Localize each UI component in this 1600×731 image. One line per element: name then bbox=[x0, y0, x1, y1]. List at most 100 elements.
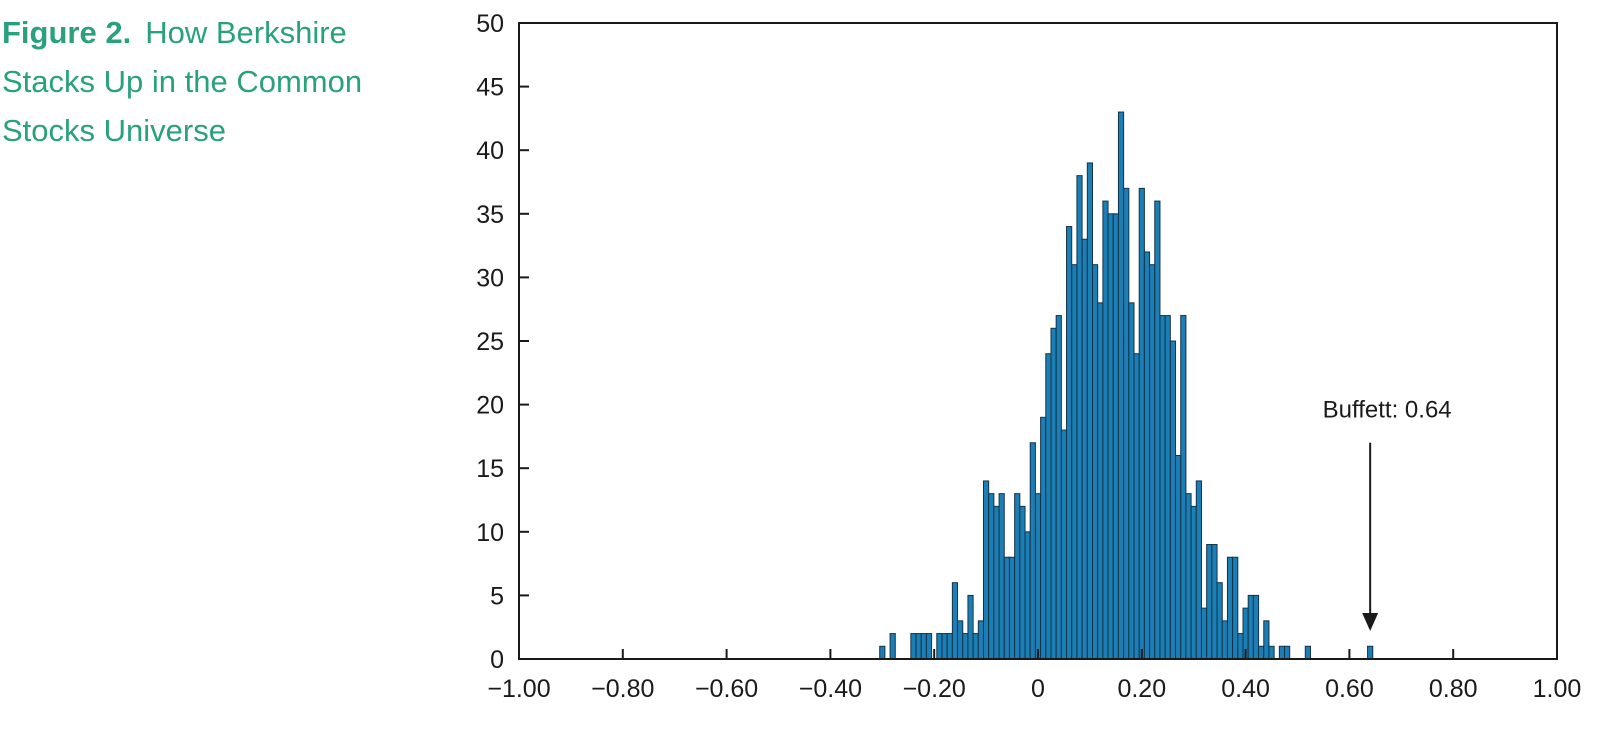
figure-title: Figure 2. How Berkshire Stacks Up in the … bbox=[2, 8, 442, 155]
histogram-bar bbox=[1003, 556, 1010, 660]
histogram-bar bbox=[1154, 200, 1161, 660]
histogram-bar bbox=[1211, 544, 1218, 660]
histogram-bar bbox=[1060, 429, 1068, 660]
histogram-bar bbox=[946, 633, 953, 660]
y-axis-tick-label: 50 bbox=[476, 10, 504, 38]
x-axis-tick-label: 0.40 bbox=[1221, 675, 1270, 703]
figure-title-line2: Stacks Up in the Common bbox=[2, 64, 363, 99]
histogram-bar bbox=[1232, 556, 1239, 660]
histogram-bar bbox=[1081, 238, 1088, 660]
histogram-bar bbox=[920, 633, 927, 660]
y-axis-tick-label: 30 bbox=[476, 264, 504, 292]
x-axis-tick-label: 0.60 bbox=[1325, 675, 1374, 703]
x-axis-tick-label: 0 bbox=[1031, 675, 1045, 703]
histogram-bar bbox=[1008, 556, 1016, 660]
histogram-bar bbox=[1278, 645, 1286, 660]
histogram-bar bbox=[1200, 607, 1208, 660]
histogram-bar bbox=[1107, 213, 1114, 660]
histogram-bar bbox=[1149, 264, 1156, 660]
x-axis-tick-label: −0.20 bbox=[903, 675, 966, 703]
histogram-bar bbox=[1071, 264, 1078, 660]
histogram-bar bbox=[983, 480, 990, 660]
histogram-bar bbox=[915, 633, 922, 660]
histogram-bar bbox=[1055, 315, 1062, 660]
histogram-bar bbox=[925, 633, 933, 660]
histogram-bar bbox=[941, 633, 948, 660]
histogram-bar bbox=[1029, 442, 1036, 660]
histogram-bar bbox=[1216, 582, 1223, 660]
histogram-bar bbox=[1159, 315, 1166, 660]
y-axis-tick-label: 5 bbox=[490, 582, 504, 610]
histogram-bar bbox=[1164, 315, 1171, 660]
histogram-bar bbox=[1143, 251, 1151, 660]
y-axis-tick-label: 10 bbox=[476, 519, 504, 547]
histogram-bar bbox=[1133, 353, 1140, 660]
histogram-bar bbox=[1206, 544, 1213, 660]
histogram-bar bbox=[998, 493, 1005, 660]
histogram-bar bbox=[1076, 175, 1083, 660]
histogram-bar bbox=[1175, 454, 1182, 660]
histogram-bar bbox=[1237, 633, 1244, 660]
x-axis-tick-label: 0.20 bbox=[1117, 675, 1166, 703]
histogram-bar bbox=[1221, 620, 1228, 660]
histogram-bar bbox=[910, 633, 917, 660]
histogram-bars bbox=[879, 111, 1374, 660]
histogram-bar bbox=[1102, 200, 1109, 660]
histogram-bar bbox=[879, 645, 886, 660]
x-axis-tick-label: 1.00 bbox=[1533, 675, 1582, 703]
histogram-bar bbox=[1112, 213, 1119, 660]
histogram-bar bbox=[1091, 264, 1099, 660]
histogram-bar bbox=[936, 633, 943, 660]
histogram-bar bbox=[1252, 594, 1260, 660]
histogram-bar bbox=[962, 633, 969, 660]
buffett-annotation-label: Buffett: 0.64 bbox=[1323, 397, 1452, 424]
y-axis-tick-label: 35 bbox=[476, 201, 504, 229]
histogram-bar bbox=[1123, 187, 1130, 660]
histogram-bar bbox=[889, 633, 896, 660]
histogram-bar bbox=[1367, 645, 1374, 660]
histogram-bar bbox=[1034, 493, 1042, 660]
histogram-bar bbox=[1086, 162, 1094, 660]
figure-number-label: Figure 2. bbox=[2, 15, 132, 50]
histogram-bar bbox=[1050, 327, 1057, 660]
histogram-bar bbox=[993, 505, 1000, 660]
x-axis-tick-label: −0.80 bbox=[591, 675, 654, 703]
x-axis-tick-label: 0.80 bbox=[1429, 675, 1478, 703]
y-axis-tick-label: 40 bbox=[476, 137, 504, 165]
x-axis-tick-label: −0.60 bbox=[695, 675, 758, 703]
y-axis-tick-label: 15 bbox=[476, 455, 504, 483]
figure-title-line3: Stocks Universe bbox=[2, 113, 226, 148]
figure-title-text1: How Berkshire bbox=[145, 15, 347, 50]
histogram-bar bbox=[967, 594, 974, 660]
histogram-bar bbox=[1185, 493, 1192, 660]
histogram-bar bbox=[988, 493, 995, 660]
histogram-bar bbox=[1258, 645, 1265, 660]
histogram-bar bbox=[1169, 340, 1177, 660]
y-axis-tick-label: 20 bbox=[476, 392, 504, 420]
histogram-bar bbox=[1066, 226, 1073, 660]
histogram-bar bbox=[1268, 645, 1275, 660]
histogram-bar bbox=[1195, 480, 1202, 660]
y-axis-tick-label: 45 bbox=[476, 74, 504, 102]
histogram-bar bbox=[951, 582, 959, 660]
histogram-bar bbox=[1304, 645, 1311, 660]
y-axis-tick-label: 0 bbox=[490, 646, 504, 674]
histogram-bar bbox=[1024, 531, 1031, 660]
figure-title-line1: Figure 2. How Berkshire bbox=[2, 8, 442, 57]
histogram-bar bbox=[1180, 315, 1187, 660]
histogram-bar bbox=[1019, 505, 1026, 660]
y-axis-tick-label: 25 bbox=[476, 328, 504, 356]
histogram-bar bbox=[972, 633, 979, 660]
histogram-bar bbox=[977, 620, 985, 660]
histogram-bar bbox=[1040, 416, 1047, 660]
histogram-bar bbox=[1128, 302, 1135, 660]
x-axis-tick-label: −0.40 bbox=[799, 675, 862, 703]
histogram-bar bbox=[957, 620, 964, 660]
histogram-bar bbox=[1190, 505, 1197, 660]
buffett-arrow-head bbox=[1362, 613, 1379, 632]
histogram-bar bbox=[1045, 353, 1052, 660]
histogram-bar bbox=[1226, 556, 1234, 660]
histogram-bar bbox=[1284, 645, 1291, 660]
